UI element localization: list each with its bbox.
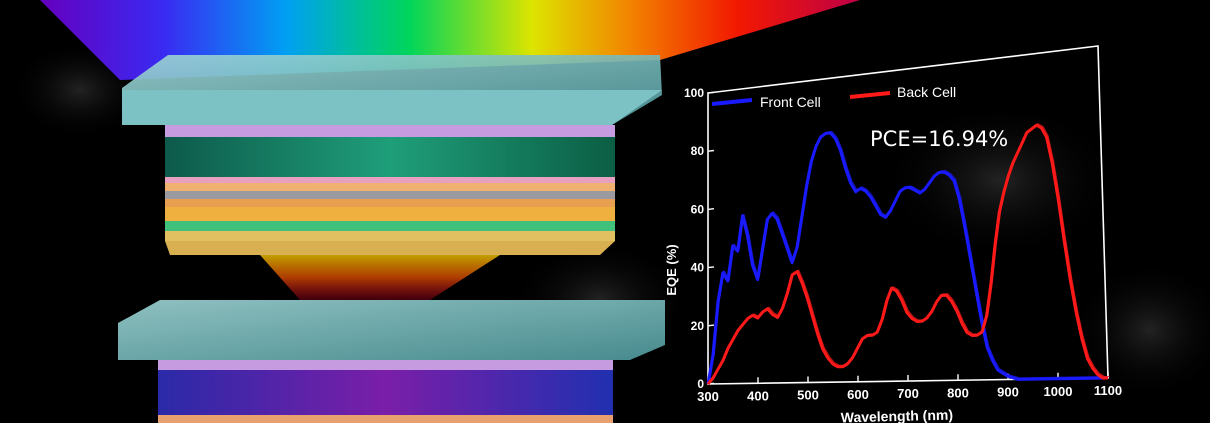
y-tick-label: 20: [691, 319, 705, 333]
y-tick-label: 80: [691, 144, 705, 158]
x-tick-label: 1100: [1094, 383, 1122, 398]
y-tick-mark: [707, 208, 715, 211]
series-line-front-cell-trace: [709, 130, 1110, 383]
x-tick-label: 900: [997, 385, 1019, 400]
x-tick-label: 400: [747, 388, 769, 403]
y-tick-label: 0: [697, 377, 704, 391]
y-tick-label: 40: [691, 261, 705, 275]
legend-label-back-cell: Back Cell: [897, 84, 956, 100]
x-tick-label: 1000: [1044, 384, 1073, 399]
legend-swatch-front-cell: [711, 98, 753, 106]
x-tick-label: 300: [697, 389, 719, 404]
series-line-back-cell-trace: [709, 123, 1110, 383]
series-line-back-cell: [706, 123, 1109, 385]
y-tick-mark: [707, 91, 715, 94]
x-tick-label: 700: [897, 386, 919, 401]
y-tick-label: 60: [691, 202, 705, 216]
x-tick-label: 600: [847, 387, 869, 402]
y-tick-label: 100: [684, 86, 704, 100]
x-tick-label: 500: [797, 388, 819, 403]
y-tick-mark: [707, 149, 715, 152]
series-line-front-cell: [706, 131, 1109, 385]
y-tick-mark: [707, 266, 715, 269]
x-axis-label: Wavelength (nm): [841, 407, 954, 423]
pce-annotation: PCE=16.94%: [870, 127, 1008, 151]
y-tick-mark: [707, 324, 715, 327]
y-axis-label: EQE (%): [664, 244, 679, 295]
legend-swatch-back-cell: [849, 91, 891, 99]
legend-label-front-cell: Front Cell: [760, 94, 821, 110]
x-tick-label: 800: [947, 385, 969, 400]
